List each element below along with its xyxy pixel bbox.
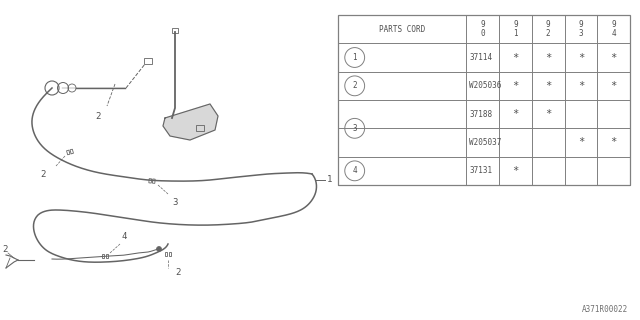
Text: *: * [513, 52, 518, 62]
Text: 1: 1 [353, 53, 357, 62]
Text: *: * [545, 81, 552, 91]
Text: 0: 0 [481, 29, 485, 38]
Text: 2: 2 [95, 112, 100, 121]
Text: 4: 4 [353, 166, 357, 175]
Text: 2: 2 [175, 268, 180, 277]
Text: PARTS CORD: PARTS CORD [379, 25, 426, 34]
Text: *: * [611, 138, 617, 148]
Text: 9: 9 [513, 20, 518, 29]
Text: *: * [611, 81, 617, 91]
Polygon shape [163, 104, 218, 140]
Bar [152, 179, 155, 183]
Text: *: * [513, 109, 518, 119]
Bar [106, 254, 108, 258]
Bar [70, 149, 74, 154]
Text: 4: 4 [611, 29, 616, 38]
Text: 37188: 37188 [470, 110, 493, 119]
Text: 1: 1 [327, 175, 332, 185]
Text: 37131: 37131 [470, 166, 493, 175]
Bar [165, 252, 168, 256]
Text: 3: 3 [172, 198, 177, 207]
Text: *: * [578, 52, 584, 62]
Text: *: * [578, 138, 584, 148]
Text: A371R00022: A371R00022 [582, 305, 628, 314]
Text: *: * [545, 52, 552, 62]
Bar [149, 179, 152, 183]
Text: 2: 2 [353, 81, 357, 90]
Text: *: * [578, 81, 584, 91]
Text: W205036: W205036 [470, 81, 502, 90]
Bar [144, 58, 152, 64]
Text: 9: 9 [481, 20, 485, 29]
Text: *: * [513, 81, 518, 91]
Bar [196, 125, 204, 131]
Bar [168, 252, 171, 256]
Text: 2: 2 [40, 170, 46, 179]
Text: 9: 9 [611, 20, 616, 29]
Text: 37114: 37114 [470, 53, 493, 62]
Text: 9: 9 [546, 20, 550, 29]
Text: 3: 3 [579, 29, 583, 38]
Text: W205037: W205037 [470, 138, 502, 147]
Bar [67, 150, 70, 155]
Text: 2: 2 [546, 29, 550, 38]
Text: 4: 4 [122, 232, 127, 241]
Bar [338, 15, 630, 185]
Text: 1: 1 [513, 29, 518, 38]
Text: *: * [513, 166, 518, 176]
Bar [172, 28, 178, 33]
Text: *: * [545, 109, 552, 119]
Text: 2: 2 [3, 245, 8, 254]
Text: 3: 3 [353, 124, 357, 133]
Text: *: * [611, 52, 617, 62]
Bar [102, 254, 104, 258]
Circle shape [157, 246, 161, 252]
Text: 9: 9 [579, 20, 583, 29]
